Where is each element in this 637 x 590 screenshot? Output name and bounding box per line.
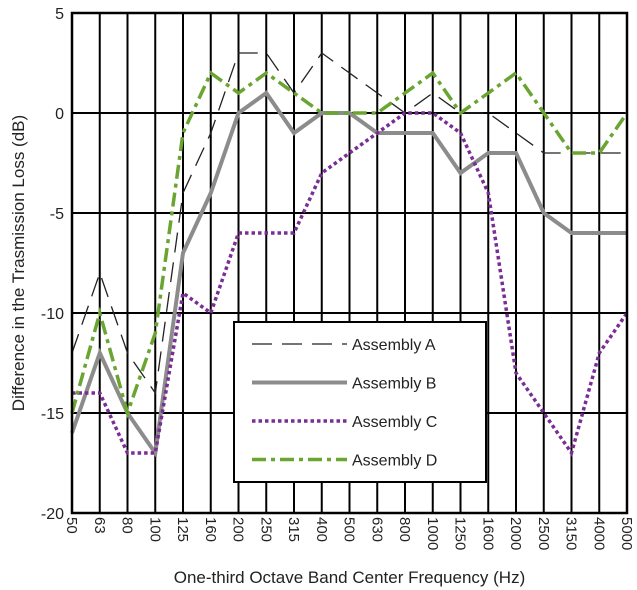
legend-label: Assembly A xyxy=(352,337,436,354)
series-lines xyxy=(70,52,629,459)
x-tick-label: 1000 xyxy=(424,517,441,550)
y-tick-label: -20 xyxy=(41,506,64,523)
legend: Assembly A Assembly B Assembly C Assembly D xyxy=(233,321,487,483)
x-tick-label: 100 xyxy=(146,517,163,542)
x-tick-label: 315 xyxy=(285,517,302,542)
y-tick-label: 5 xyxy=(55,6,64,23)
x-tick-label: 630 xyxy=(368,517,385,542)
x-tick-label: 400 xyxy=(313,517,330,542)
legend-label: Assembly D xyxy=(352,453,437,470)
series-line-assembly-a xyxy=(71,52,627,395)
x-tick-label: 160 xyxy=(202,517,219,542)
y-tick-label: -15 xyxy=(41,406,64,423)
x-tick-label: 1250 xyxy=(452,517,469,550)
x-tick-label: 50 xyxy=(63,517,80,534)
x-tick-label: 2500 xyxy=(535,517,552,550)
series-line-assembly-c xyxy=(72,111,629,458)
x-tick-label: 250 xyxy=(257,517,274,542)
x-tick-label: 5000 xyxy=(618,517,635,550)
legend-label: Assembly C xyxy=(352,414,437,431)
x-tick-label: 1600 xyxy=(479,517,496,550)
x-tick-label: 2000 xyxy=(507,517,524,550)
y-axis-title: Difference in the Trasmission Loss (dB) xyxy=(9,115,28,411)
series-line-assembly-b xyxy=(70,90,627,459)
x-axis-ticks: 50 63 80 100 125 160 200 250 315 400 500 630 800 1000… xyxy=(63,517,635,550)
x-tick-label: 125 xyxy=(174,517,191,542)
x-tick-label: 4000 xyxy=(590,517,607,550)
y-tick-label: -10 xyxy=(41,306,64,323)
legend-items: Assembly A Assembly B Assembly C Assembly D xyxy=(252,337,437,470)
legend-box xyxy=(233,321,487,483)
y-tick-label: 0 xyxy=(55,106,64,123)
y-axis-ticks: 5 0 -5 -10 -15 -20 xyxy=(41,6,64,523)
x-tick-label: 3150 xyxy=(563,517,580,550)
x-tick-label: 200 xyxy=(230,517,247,542)
x-axis-title: One-third Octave Band Center Frequency (… xyxy=(174,568,525,587)
x-tick-label: 500 xyxy=(341,517,358,542)
x-tick-label: 80 xyxy=(119,517,136,534)
plot-frame xyxy=(70,11,629,515)
x-tick-label: 800 xyxy=(396,517,413,542)
y-tick-label: -5 xyxy=(50,206,64,223)
x-tick-label: 63 xyxy=(91,517,108,534)
legend-label: Assembly B xyxy=(352,376,436,393)
